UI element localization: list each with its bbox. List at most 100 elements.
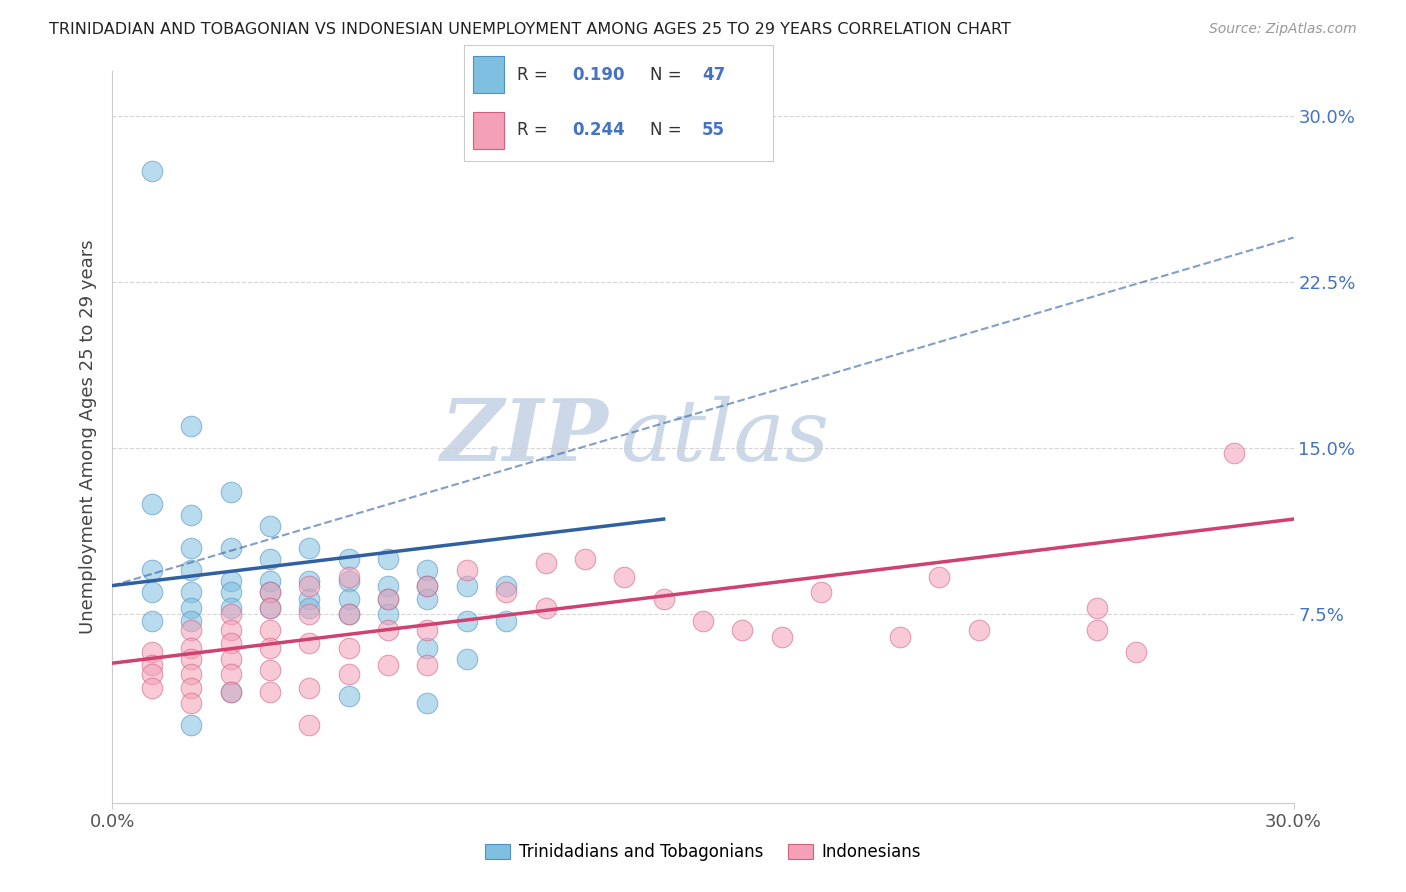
Point [259,585,281,599]
Point [298,578,321,592]
Point [219,623,242,637]
Point [377,623,399,637]
Point [731,623,754,637]
Point [259,623,281,637]
Point [180,419,202,434]
Text: TRINIDADIAN AND TOBAGONIAN VS INDONESIAN UNEMPLOYMENT AMONG AGES 25 TO 29 YEARS : TRINIDADIAN AND TOBAGONIAN VS INDONESIAN… [49,22,1011,37]
Text: 0.244: 0.244 [572,120,626,139]
Point [219,574,242,589]
Point [219,585,242,599]
Point [574,552,596,566]
Text: R =: R = [516,120,553,139]
Point [180,563,202,577]
Text: 55: 55 [702,120,725,139]
Point [337,591,360,606]
Point [298,600,321,615]
Point [337,690,360,704]
Point [259,518,281,533]
Point [337,667,360,681]
Point [377,591,399,606]
Point [928,570,950,584]
Point [219,685,242,699]
Point [219,651,242,665]
Point [259,663,281,677]
Point [1125,645,1147,659]
Point [337,574,360,589]
Bar [474,112,505,149]
Point [1223,445,1246,459]
Point [141,585,163,599]
Point [495,578,517,592]
Point [377,607,399,622]
Point [770,630,793,644]
Point [141,645,163,659]
Point [456,563,478,577]
Text: 47: 47 [702,66,725,85]
Point [416,578,439,592]
Text: N =: N = [650,66,686,85]
Point [416,658,439,673]
Text: Source: ZipAtlas.com: Source: ZipAtlas.com [1209,22,1357,37]
Point [298,636,321,650]
Point [889,630,911,644]
Point [219,685,242,699]
Point [298,681,321,695]
Point [495,614,517,628]
Point [219,541,242,555]
Text: N =: N = [650,120,686,139]
Point [180,718,202,732]
Point [180,667,202,681]
Point [337,607,360,622]
Point [416,696,439,710]
Point [456,614,478,628]
Text: 0.190: 0.190 [572,66,624,85]
Point [416,578,439,592]
Point [180,541,202,555]
Point [259,685,281,699]
Point [180,681,202,695]
Point [141,563,163,577]
Point [259,600,281,615]
Legend: Trinidadians and Tobagonians, Indonesians: Trinidadians and Tobagonians, Indonesian… [478,837,928,868]
Point [692,614,714,628]
Point [416,563,439,577]
Point [377,591,399,606]
Point [141,497,163,511]
Point [219,485,242,500]
Bar [474,56,505,94]
Point [180,696,202,710]
Point [259,585,281,599]
Point [377,552,399,566]
Point [259,574,281,589]
Point [1085,600,1108,615]
Point [416,640,439,655]
Point [456,651,478,665]
Text: ZIP: ZIP [440,395,609,479]
Point [377,578,399,592]
Point [416,591,439,606]
Point [337,570,360,584]
Point [495,585,517,599]
Point [534,557,557,571]
Point [967,623,990,637]
Point [259,552,281,566]
Point [180,585,202,599]
Point [534,600,557,615]
Point [298,591,321,606]
Point [180,623,202,637]
Point [141,614,163,628]
Point [180,614,202,628]
Point [298,718,321,732]
Point [141,667,163,681]
Point [259,600,281,615]
Point [652,591,675,606]
Point [180,600,202,615]
Point [298,541,321,555]
Point [456,578,478,592]
Point [416,623,439,637]
Point [1085,623,1108,637]
Point [298,607,321,622]
Point [259,640,281,655]
Point [180,651,202,665]
Point [141,681,163,695]
